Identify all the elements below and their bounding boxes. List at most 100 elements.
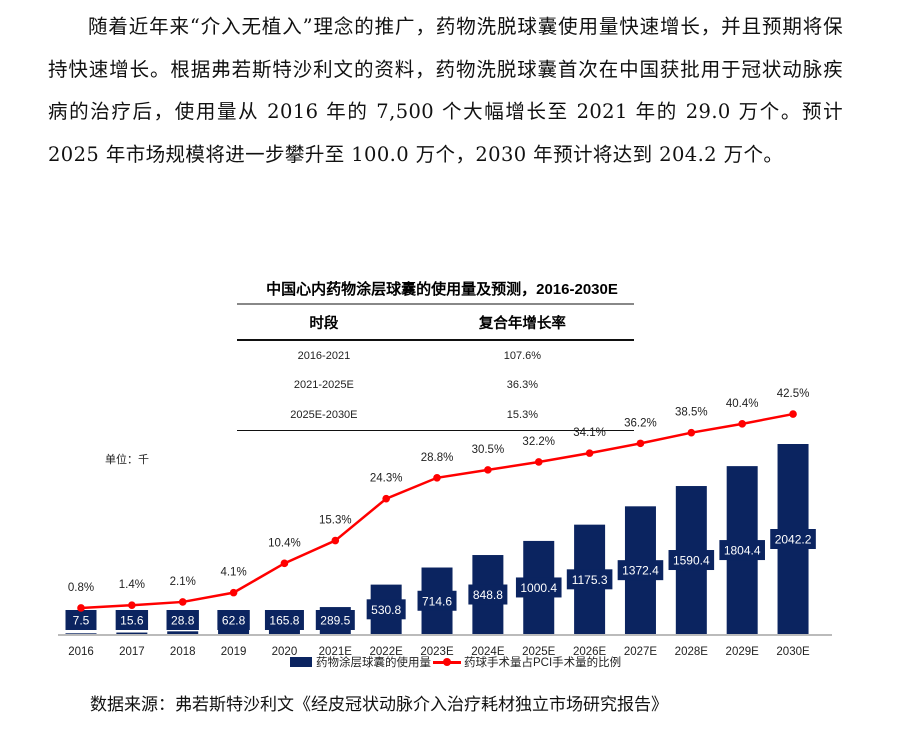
- cagr-cell: 36.3%: [506, 379, 538, 392]
- bar-value-label: 1590.4: [673, 554, 710, 568]
- ratio-point: [331, 536, 340, 545]
- ratio-value-label: 28.8%: [421, 452, 454, 464]
- bar-label-box: [617, 560, 664, 581]
- x-tick-label: 2027E: [624, 646, 658, 658]
- bar-value-label: 1000.4: [520, 581, 557, 595]
- x-tick-label: 2016: [68, 646, 94, 658]
- chart-title: 中国心内药物涂层球囊的使用量及预测，2016-2030E: [266, 281, 618, 298]
- x-tick-label: 2017: [119, 646, 145, 658]
- bar-value-label: 2042.2: [775, 533, 812, 547]
- ratio-point: [534, 458, 543, 466]
- bar-value-label: 1804.4: [724, 544, 761, 558]
- bar-label-box: [515, 577, 562, 598]
- ratio-value-label: 40.4%: [726, 398, 759, 410]
- bar-label-box: [668, 550, 715, 571]
- ratio-point: [433, 473, 441, 482]
- ratio-point: [280, 559, 289, 568]
- unit-label: 单位：千: [105, 454, 149, 466]
- x-tick-label: 2021E: [319, 646, 353, 658]
- cagr-table: 时段 复合年增长率 2016-2021 107.6% 2021-2025E 36…: [237, 303, 634, 431]
- ratio-value-label: 10.4%: [268, 537, 301, 549]
- bar-value-label: 62.8: [222, 614, 246, 628]
- chart-legend: 药物涂层球囊的使用量 药球手术量占PCI手术量的比例: [290, 654, 621, 670]
- ratio-point: [178, 598, 187, 606]
- bar-label-box: [315, 610, 355, 630]
- body-paragraph: 随着近年来“介入无植入”理念的推广，药物洗脱球囊使用量快速增长，并且预期将保持快…: [48, 15, 843, 166]
- bar-value-label: 714.6: [422, 594, 452, 608]
- bar-label-box: [115, 610, 149, 630]
- x-tick-label: 2019: [221, 646, 247, 658]
- ratio-value-label: 15.3%: [319, 515, 352, 527]
- x-tick-label: 2030E: [776, 646, 810, 658]
- bar-label-box: [417, 590, 457, 611]
- bar: [218, 628, 250, 634]
- bar: [65, 633, 97, 634]
- ratio-value-label: 42.5%: [777, 388, 810, 400]
- ratio-point: [229, 588, 238, 597]
- ratio-point: [128, 601, 136, 609]
- bar-label-box: [366, 599, 406, 620]
- x-tick-label: 2023E: [420, 646, 454, 658]
- x-tick-label: 2029E: [726, 646, 760, 658]
- legend-line-label: 药球手术量占PCI手术量的比例: [464, 657, 622, 669]
- ratio-point: [382, 494, 390, 503]
- x-tick-label: 2024E: [471, 646, 505, 658]
- bar-label-box: [264, 610, 304, 630]
- ratio-value-label: 2.1%: [170, 576, 196, 588]
- ratio-point: [687, 428, 696, 437]
- cagr-cell: 15.3%: [410, 400, 634, 431]
- legend-line-swatch: [433, 657, 461, 666]
- ratio-value-label: 36.2%: [624, 417, 657, 429]
- ratio-point: [77, 604, 85, 612]
- ratio-point: [585, 449, 594, 457]
- bar-label-box: [217, 610, 250, 630]
- bar-value-label: 1175.3: [572, 573, 608, 587]
- ratio-value-label: 4.1%: [220, 567, 246, 579]
- bar-value-label: 165.8: [269, 614, 299, 628]
- legend-bar-label: 药物涂层球囊的使用量: [316, 657, 431, 669]
- ratio-point: [789, 410, 797, 418]
- bar-label-box: [566, 569, 613, 590]
- table-row: 2021-2025E 36.3%: [237, 371, 634, 401]
- bar-value-label: 530.8: [371, 603, 401, 617]
- header-cagr: 复合年增长率: [410, 303, 634, 341]
- bar-label-box: [468, 584, 508, 605]
- legend-bar-swatch: [290, 657, 312, 667]
- period-cell: 2016-2021: [297, 349, 351, 362]
- bar-label-box: [719, 540, 765, 561]
- x-tick-label: 2020: [272, 646, 298, 658]
- bar-label-box: [65, 610, 97, 630]
- ratio-value-label: 34.1%: [573, 427, 606, 439]
- table-header-row: 时段 复合年增长率: [237, 303, 634, 341]
- x-tick-label: 2018: [170, 646, 196, 658]
- ratio-value-label: 38.5%: [675, 407, 708, 419]
- bar: [116, 632, 148, 634]
- x-tick-label: 2026E: [573, 646, 607, 658]
- x-tick-label: 2028E: [675, 646, 709, 658]
- bar-label-box: [166, 610, 199, 630]
- bar-value-label: 7.5: [73, 614, 90, 628]
- bar-value-label: 15.6: [120, 614, 144, 628]
- ratio-point: [738, 420, 746, 428]
- bar-label-box: [770, 529, 816, 549]
- table-row: 2016-2021 107.6%: [237, 340, 634, 371]
- period-cell: 2025E-2030E: [237, 400, 411, 431]
- ratio-point: [636, 439, 645, 448]
- ratio-value-label: 30.5%: [472, 444, 505, 456]
- bar-value-label: 848.8: [473, 588, 503, 602]
- ratio-point: [484, 466, 492, 474]
- table-row: 2025E-2030E 15.3%: [237, 400, 634, 431]
- bar-value-label: 28.8: [171, 614, 195, 628]
- bar: [167, 631, 199, 634]
- cagr-cell: 107.6%: [503, 349, 542, 362]
- x-tick-label: 2022E: [370, 646, 404, 658]
- bar-value-label: 1372.4: [622, 564, 659, 578]
- ratio-value-label: 32.2%: [522, 436, 555, 448]
- header-period: 时段: [237, 303, 411, 341]
- ratio-value-label: 24.3%: [370, 473, 403, 485]
- source-note: 数据来源：弗若斯特沙利文《经皮冠状动脉介入治疗耗材独立市场研究报告》: [90, 695, 668, 715]
- ratio-value-label: 1.4%: [119, 579, 145, 591]
- ratio-value-label: 0.8%: [68, 582, 94, 594]
- x-tick-label: 2025E: [522, 646, 556, 658]
